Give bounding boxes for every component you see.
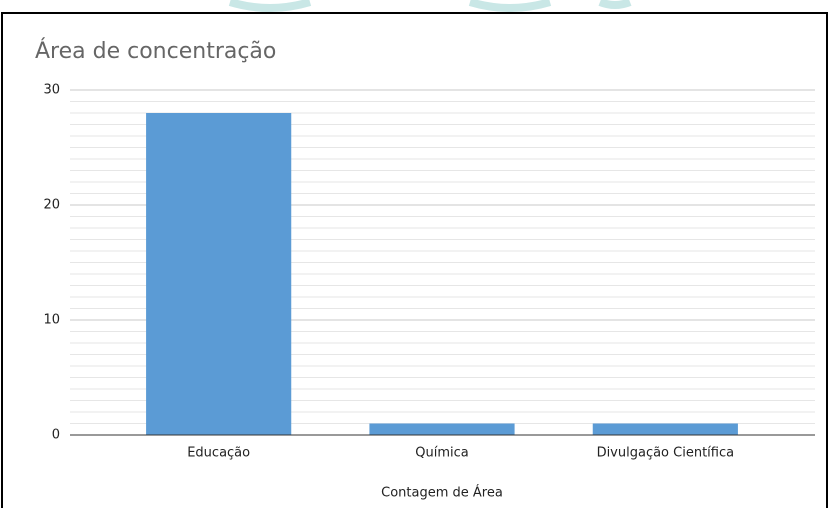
x-axis-label: Contagem de Área: [381, 485, 503, 501]
bar: [592, 423, 738, 435]
decor-arc: [598, 0, 632, 9]
bar: [369, 423, 515, 435]
decor-arc: [228, 0, 312, 12]
y-tick-label: 0: [52, 428, 60, 443]
decor-arc: [468, 0, 552, 12]
x-tick-label: Educação: [187, 446, 250, 461]
decoration: [228, 0, 632, 12]
x-tick-label: Divulgação Científica: [597, 446, 735, 461]
y-tick-label: 10: [43, 313, 60, 328]
x-tick-label: Química: [415, 446, 468, 461]
frame: [1, 12, 828, 508]
y-tick-label: 30: [43, 83, 60, 98]
y-tick-label: 20: [43, 198, 60, 213]
chart-title: Área de concentração: [35, 38, 276, 64]
bar: [146, 113, 292, 435]
